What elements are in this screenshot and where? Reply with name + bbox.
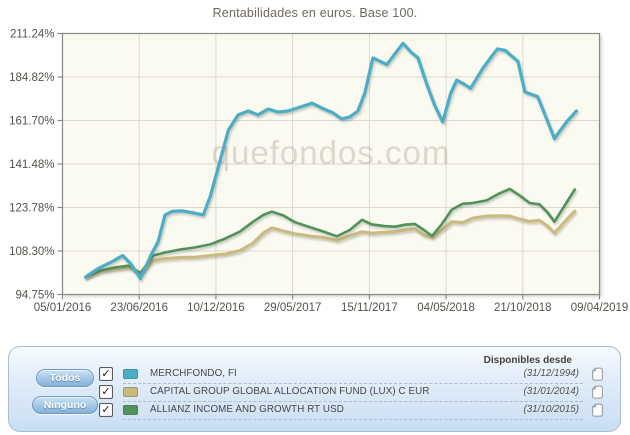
performance-chart: quefondos.com 211.24% 184.82% 161.70% 141.48… <box>9 28 629 314</box>
fund-checkbox[interactable]: ✓ <box>99 367 113 381</box>
available-since-header: Disponibles desde <box>483 355 572 366</box>
series-line-capital-group-global-allocation-fund-lux-c-eur <box>84 209 577 279</box>
x-axis-label: 10/12/2016 <box>187 302 245 314</box>
legend-row-body: ALLIANZ INCOME AND GROWTH RT USD (31/10/… <box>123 401 583 420</box>
x-axis-label: 05/01/2016 <box>34 302 92 314</box>
series-color-swatch <box>123 368 138 379</box>
available-since-date: (31/10/2015) <box>523 404 579 415</box>
legend-panel: Todos Ninguno Disponibles desde ✓ MERCHF… <box>8 346 621 432</box>
select-all-button[interactable]: Todos <box>36 369 94 387</box>
x-axis-label: 21/10/2018 <box>494 302 552 314</box>
legend-row-body: CAPITAL GROUP GLOBAL ALLOCATION FUND (LU… <box>123 383 583 402</box>
y-axis-label: 108.30% <box>9 246 54 258</box>
x-axis-label: 15/11/2017 <box>341 302 398 314</box>
x-axis-label: 29/05/2017 <box>264 302 322 314</box>
x-axis-label: 23/06/2016 <box>110 302 168 314</box>
series-color-swatch <box>123 386 138 397</box>
y-axis-label: 184.82% <box>9 72 54 84</box>
legend-row: ✓ ALLIANZ INCOME AND GROWTH RT USD (31/1… <box>99 401 604 420</box>
fund-checkbox[interactable]: ✓ <box>99 385 113 399</box>
legend-row: ✓ MERCHFONDO, FI (31/12/1994) <box>99 365 604 384</box>
fund-name: ALLIANZ INCOME AND GROWTH RT USD <box>150 404 344 415</box>
fund-name: CAPITAL GROUP GLOBAL ALLOCATION FUND (LU… <box>150 386 430 397</box>
watermark: quefondos.com <box>212 134 451 171</box>
series-line-merchfondo-fi <box>83 41 579 281</box>
y-axis-label: 161.70% <box>9 115 54 127</box>
x-axis-label: 09/04/2019 <box>571 302 629 314</box>
chart-title: Rentabilidades en euros. Base 100. <box>212 6 418 20</box>
series-color-swatch <box>123 404 138 415</box>
available-since-date: (31/01/2014) <box>523 386 579 397</box>
select-none-button[interactable]: Ninguno <box>32 396 98 414</box>
fund-name: MERCHFONDO, FI <box>150 368 237 379</box>
available-since-date: (31/12/1994) <box>523 368 579 379</box>
series-line-allianz-income-and-growth-rt-usd <box>84 187 577 279</box>
legend-row: ✓ CAPITAL GROUP GLOBAL ALLOCATION FUND (… <box>99 383 604 402</box>
fund-checkbox[interactable]: ✓ <box>99 403 113 417</box>
document-icon[interactable] <box>591 403 604 418</box>
document-icon[interactable] <box>591 367 604 382</box>
y-axis-label: 211.24% <box>10 28 55 40</box>
y-axis-label: 141.48% <box>9 159 54 171</box>
legend-rows: ✓ MERCHFONDO, FI (31/12/1994) ✓ <box>99 365 604 420</box>
y-axis-label: 94.75% <box>15 289 54 301</box>
legend-row-body: MERCHFONDO, FI (31/12/1994) <box>123 365 583 384</box>
y-axis-label: 123.78% <box>9 202 54 214</box>
document-icon[interactable] <box>591 385 604 400</box>
x-axis-label: 04/05/2018 <box>417 302 475 314</box>
